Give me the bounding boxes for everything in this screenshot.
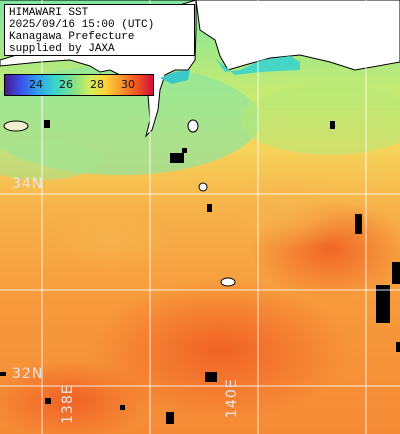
island (220, 277, 236, 287)
latitude-label-34n: 34N (12, 176, 44, 192)
island (3, 120, 29, 132)
temperature-legend: 24 26 28 30 (4, 74, 154, 96)
legend-tick: 24 (29, 78, 43, 91)
legend-tick: 30 (121, 78, 135, 91)
product-title: HIMAWARI SST (9, 7, 89, 19)
timestamp: 2025/09/16 15:00 (UTC) (9, 19, 155, 31)
region-name: Kanagawa Prefecture (9, 31, 135, 43)
island (187, 119, 199, 133)
longitude-label-140e: 140E (224, 378, 240, 418)
data-source: supplied by JAXA (9, 43, 115, 55)
island (198, 182, 208, 192)
legend-tick: 26 (59, 78, 73, 91)
map-title-box: HIMAWARI SST 2025/09/16 15:00 (UTC) Kana… (4, 4, 195, 56)
latitude-label-32n: 32N (12, 366, 44, 382)
legend-tick: 28 (90, 78, 104, 91)
longitude-label-138e: 138E (60, 384, 76, 424)
